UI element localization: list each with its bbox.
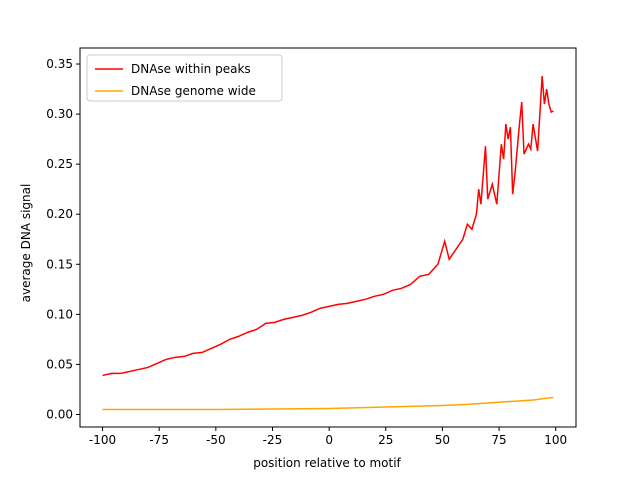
x-tick-label: 0: [325, 433, 333, 447]
x-axis-label: position relative to motif: [253, 456, 401, 470]
y-axis-label: average DNA signal: [19, 184, 33, 303]
x-tick-label: 25: [378, 433, 393, 447]
line: [102, 75, 554, 377]
y-tick-label: 0.25: [46, 157, 73, 171]
y-tick-label: 0.05: [46, 357, 73, 371]
x-tick-label: 50: [435, 433, 450, 447]
plot-frame: [79, 47, 577, 428]
y-tick-label: 0.30: [46, 107, 73, 121]
x-tick-label: -50: [206, 433, 226, 447]
x-tick-label: 75: [491, 433, 506, 447]
x-tick-label: -100: [89, 433, 116, 447]
legend-box: [86, 54, 283, 102]
x-tick-label: -25: [263, 433, 283, 447]
y-tick-label: 0.10: [46, 307, 73, 321]
line: [102, 396, 554, 411]
x-tick-label: -75: [149, 433, 169, 447]
y-tick-label: 0.15: [46, 257, 73, 271]
x-tick-label: 100: [544, 433, 567, 447]
y-tick-label: 0.00: [46, 407, 73, 421]
legend-label: DNAse genome wide: [131, 84, 256, 98]
legend-label: DNAse within peaks: [131, 62, 251, 76]
y-tick-label: 0.35: [46, 57, 73, 71]
y-tick-label: 0.20: [46, 207, 73, 221]
